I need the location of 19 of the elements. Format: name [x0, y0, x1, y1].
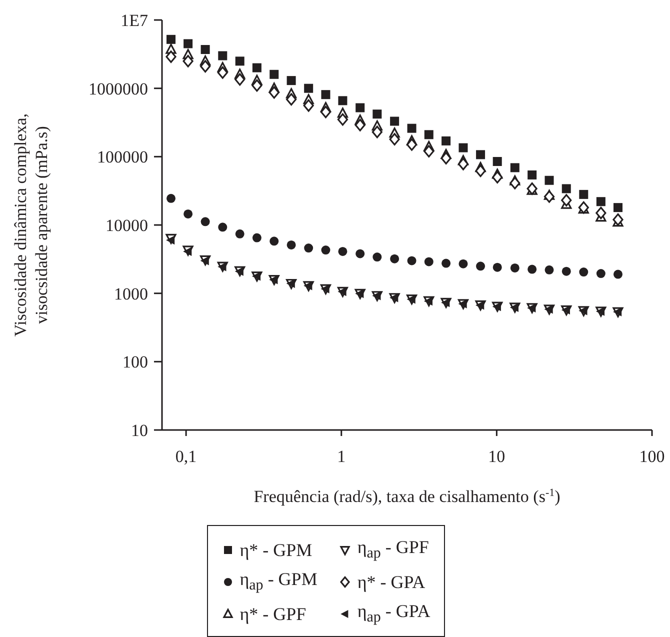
x-tick-label: 1 [337, 447, 346, 466]
legend-label: η$_{ap}$ - GPM [240, 569, 318, 595]
x-tick-label: 10 [488, 447, 506, 466]
y-tick-label: 100 [122, 352, 148, 372]
y-tick-label: 1000 [114, 284, 148, 304]
legend-label: η* - GPM [240, 540, 312, 560]
legend-label: η* - GPF [240, 604, 306, 624]
legend-label: η* - GPA [357, 572, 426, 592]
y-tick-label: 1000000 [88, 79, 148, 98]
legend-label: η$_{ap}$ - GPF [357, 537, 429, 563]
x-tick-label: 100 [639, 447, 665, 466]
x-axis-title: Frequência (rad/s), taxa de cisalhamento (s$^{-1}$) [254, 487, 560, 506]
y-tick-label: 100000 [97, 148, 148, 167]
x-tick-label: 0,1 [175, 447, 197, 466]
legend-label: η$_{ap}$ - GPA [357, 601, 430, 627]
y-tick-label: 1E7 [120, 11, 148, 30]
y-tick-label: 10000 [106, 216, 148, 236]
y-tick-label: 10 [131, 421, 148, 440]
y-axis-title: Viscosidade dinâmica complexa, visocsidade aparente (mPa.s) [11, 113, 51, 337]
